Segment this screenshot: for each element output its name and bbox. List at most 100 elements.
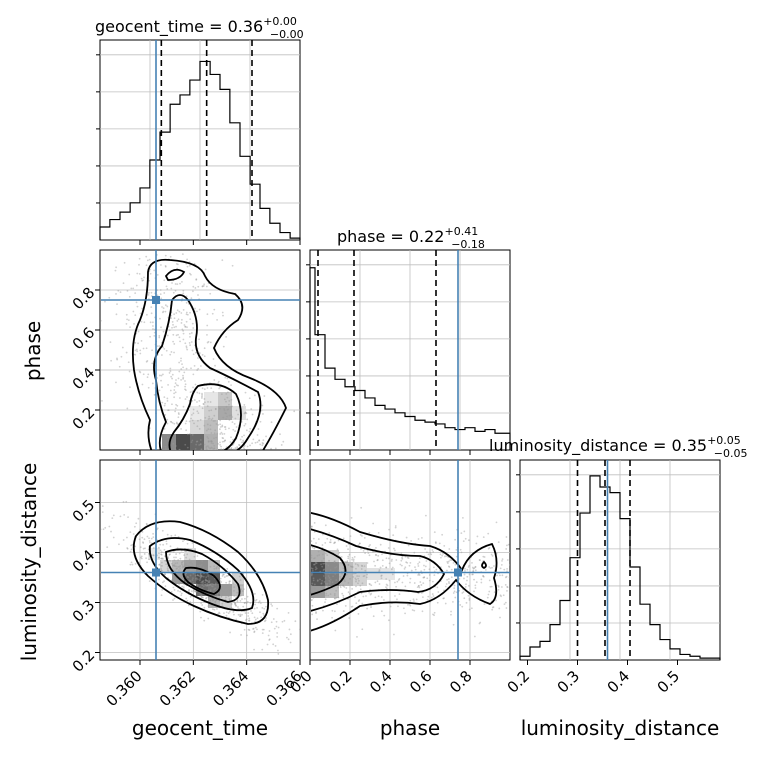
sample-point [182,374,184,377]
sample-point [497,586,500,588]
sample-point [122,539,125,541]
sample-point [261,441,264,444]
sample-point [142,541,144,544]
sample-point [177,559,180,561]
sample-point [175,553,178,555]
sample-point [372,550,374,553]
sample-point [166,567,169,570]
sample-point [237,413,239,416]
sample-point [506,585,509,588]
sample-point [225,400,227,403]
sample-point [139,371,142,374]
sample-point [445,555,448,557]
sample-point [160,569,163,572]
sample-point [211,604,214,607]
sample-point [157,546,160,549]
sample-point [146,523,148,526]
sample-point [140,277,143,280]
sample-point [184,398,187,400]
sample-point [447,565,450,568]
sample-point [341,592,344,595]
sample-point [318,554,321,556]
sample-point [364,552,367,554]
sample-point [311,587,313,589]
sample-point [340,556,343,558]
sample-point [214,587,217,590]
sample-point [350,606,353,608]
sample-point [135,301,138,304]
sample-point [185,295,188,298]
sample-point [483,556,486,558]
sample-point [366,607,369,610]
sample-point [322,594,325,597]
sample-point [164,573,166,576]
sample-point [428,574,431,576]
sample-point [201,387,204,390]
sample-point [142,373,145,376]
sample-point [235,618,238,621]
sample-point [355,567,357,570]
sample-point [473,635,476,638]
sample-point [174,576,177,579]
sample-point [210,440,213,443]
sample-point [406,574,409,577]
sample-point [180,592,183,595]
sample-point [175,325,177,328]
sample-point [325,569,327,572]
sample-point [323,568,326,571]
sample-point [326,582,329,585]
sample-point [176,573,179,576]
sample-point [162,330,165,333]
sample-point [171,579,173,582]
sample-point [228,419,231,421]
sample-point [283,619,286,622]
sample-point [503,568,506,571]
sample-point [417,584,420,587]
sample-point [145,557,147,560]
sample-point [161,311,164,314]
sample-point [217,592,220,594]
sample-point [315,567,318,570]
sample-point [452,600,454,603]
sample-point [480,578,483,581]
sample-point [333,561,336,564]
sample-point [248,397,251,400]
sample-point [214,600,216,603]
sample-point [191,399,194,402]
y-tick-label: 0.4 [69,364,99,394]
sample-point [140,320,143,323]
sample-point [342,567,345,570]
sample-point [483,603,486,606]
sample-point [192,327,195,329]
x-tick-label: 0.3 [554,667,584,697]
sample-point [459,548,462,551]
sample-point [164,559,166,562]
sample-point [230,436,232,439]
sample-point [356,575,359,577]
sample-point [222,345,225,348]
sample-point [194,447,197,450]
sample-point [217,380,220,383]
sample-point [152,554,155,557]
sample-point [178,370,181,373]
sample-point [333,592,336,595]
sample-point [311,525,313,528]
sample-point [342,584,344,587]
sample-point [146,259,149,262]
sample-point [227,391,229,394]
sample-point [253,648,255,651]
sample-point [459,604,462,606]
sample-point [213,448,216,450]
sample-point [322,533,324,536]
sample-point [328,541,331,544]
sample-point [228,580,231,583]
sample-point [505,548,508,550]
sample-point [182,289,185,292]
sample-point [185,367,188,370]
sample-point [179,590,182,593]
sample-point [192,285,195,288]
sample-point [430,553,433,556]
sample-point [137,330,140,333]
sample-point [138,272,141,275]
sample-point [173,565,176,568]
